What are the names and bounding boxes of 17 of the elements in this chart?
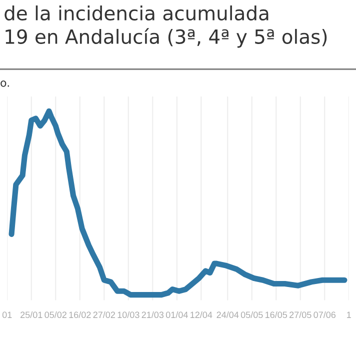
x-tick-label: 05/02	[44, 311, 66, 318]
chart-subtitle: o.	[0, 80, 9, 87]
x-tick-label: 16/05	[266, 311, 288, 318]
chart-title: de la incidencia acumulada 19 en Andalucía (3ª, 4ª y 5ª olas)	[4, 5, 327, 48]
x-tick-label: 07/06	[314, 311, 336, 318]
x-tick-label: 10/03	[118, 311, 140, 318]
x-tick-label: 25/01	[20, 311, 42, 318]
x-tick-label: 05/05	[240, 311, 263, 318]
x-tick-label: 27/02	[93, 311, 115, 318]
x-tick-label: 16/02	[69, 311, 91, 318]
x-tick-label: 24/04	[216, 311, 239, 318]
x-tick-label: 12/04	[190, 311, 212, 318]
x-tick-label: 1	[347, 312, 351, 318]
x-tick-label: 21/03	[142, 311, 164, 318]
x-tick-label: 27/05	[290, 311, 312, 318]
x-tick-label: 01	[2, 312, 12, 318]
x-tick-label: 01/04	[166, 311, 188, 318]
